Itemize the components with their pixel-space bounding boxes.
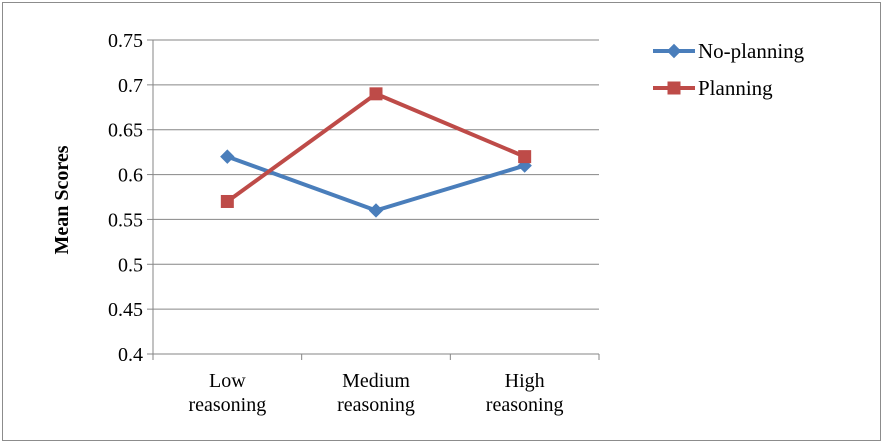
legend-label: Planning [698,76,773,100]
x-tick-label: Low reasoning [188,370,266,416]
y-tick-label: 0.4 [118,344,143,366]
data-point [220,149,235,164]
y-tick-label: 0.65 [108,120,143,142]
series-lines [220,87,532,218]
legend-label: No-planning [698,39,805,63]
chart-area: 0.4 0.45 0.5 0.55 0.6 0.65 0.7 0.75 Low reasoning… [2,2,881,441]
series-line-no-planning [226,154,526,213]
y-tick-label: 0.6 [118,165,143,187]
data-point [518,150,532,164]
legend: No-planning Planning [653,39,805,100]
y-tick-label: 0.7 [118,75,143,97]
y-tick-label: 0.55 [108,209,143,231]
data-point [369,87,383,101]
y-tick-label: 0.5 [118,254,143,276]
y-tick-label: 0.45 [108,299,143,321]
legend-marker [666,43,682,59]
line-chart: 0.4 0.45 0.5 0.55 0.6 0.65 0.7 0.75 Low reasoning… [51,30,805,416]
y-tick-label: 0.75 [108,30,143,52]
gridlines [153,39,599,310]
data-point [368,203,384,218]
data-point [220,194,234,208]
series-line-planning [226,91,526,204]
x-tick-label: Medium reasoning [337,370,415,416]
axes: 0.4 0.45 0.5 0.55 0.6 0.65 0.7 0.75 Low reasoning… [108,30,600,416]
x-tick-label: High reasoning [486,370,564,416]
legend-marker [667,81,681,95]
y-axis-label: Mean Scores [51,145,73,254]
